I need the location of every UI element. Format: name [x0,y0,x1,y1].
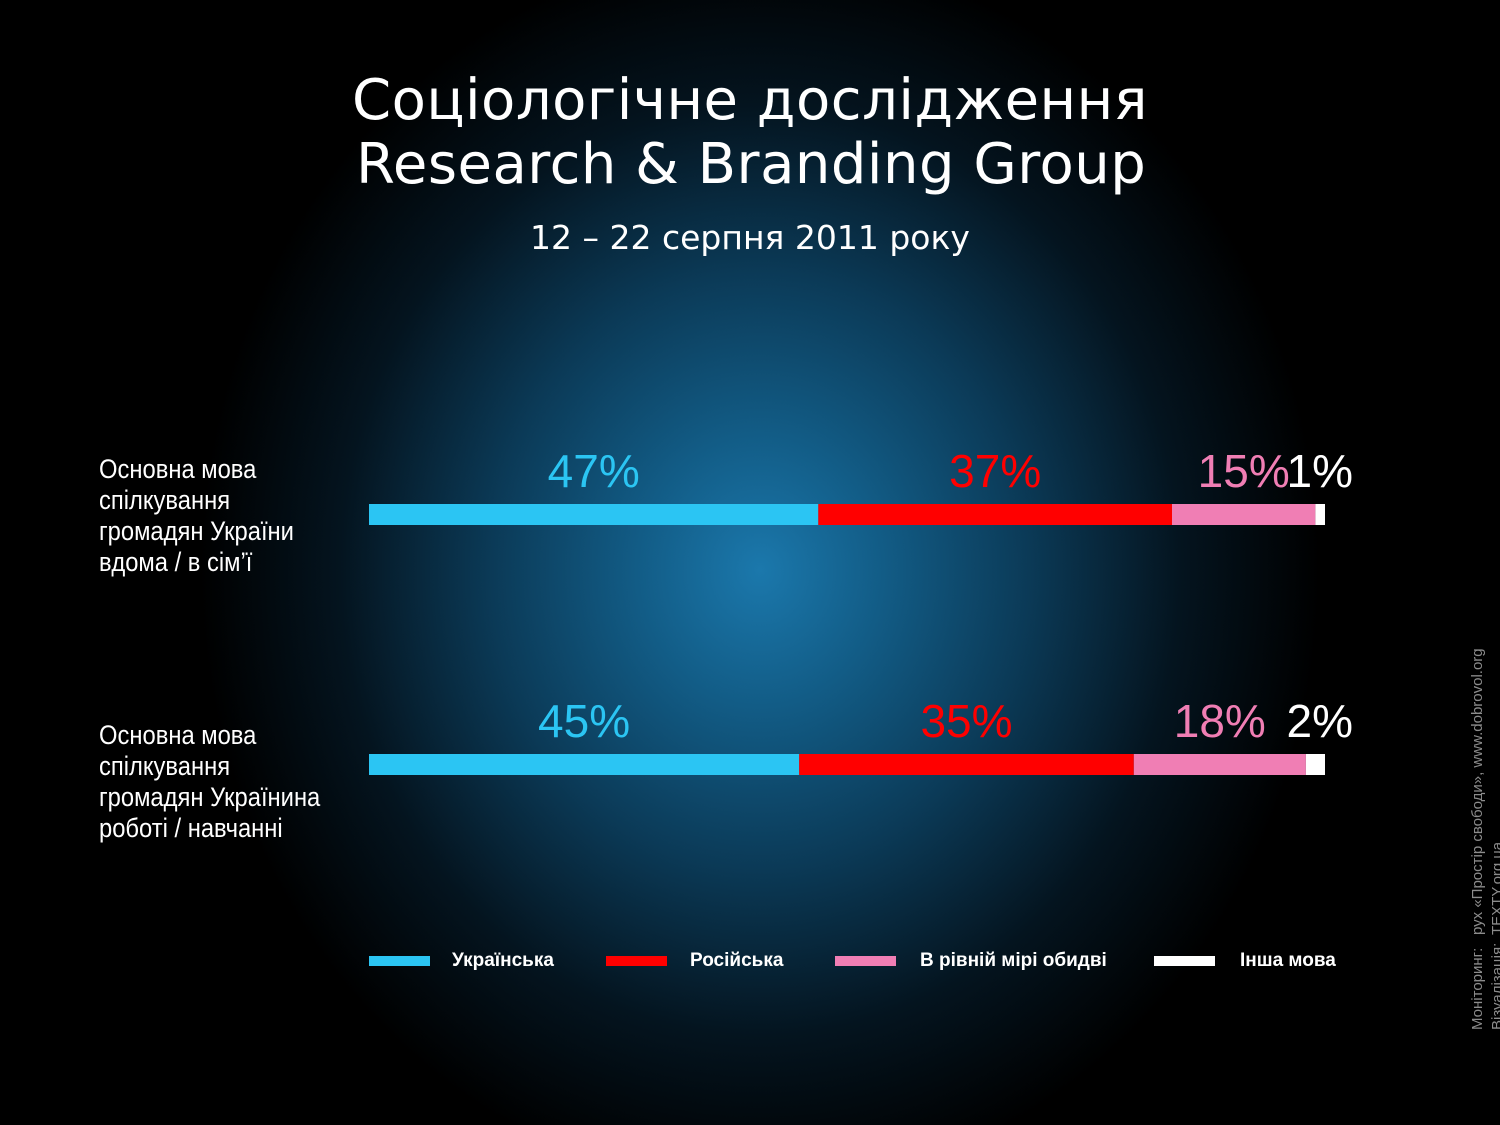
bar-segment-russian-row1 [818,504,1172,525]
bar-segment-both-row1 [1172,504,1316,525]
bar-segment-ukrainian-row1 [369,504,819,525]
legend-swatch-both [835,956,896,966]
chart-title-organization: Research & Branding Group [356,132,1147,197]
visualization-label: Візуалізація: [1489,942,1500,1030]
legend-label-other: Інша мова [1240,950,1336,971]
bar-segment-ukrainian-row2 [369,754,800,775]
visualization-value: TEXTY.org.ua [1489,841,1500,935]
bar-segment-other-row2 [1305,754,1325,775]
monitoring-label: Моніторинг: [1469,947,1486,1030]
chart-title: Соціологічне дослідження [352,68,1148,133]
data-label-both-row2: 18% [1174,695,1266,747]
legend-swatch-russian [606,956,667,966]
data-label-russian-row1: 37% [949,445,1041,497]
category-label-work: Основна мова спілкування громадян Україн… [99,720,321,843]
legend-swatch-ukrainian [369,956,430,966]
data-label-ukrainian-row1: 47% [548,445,640,497]
legend-label-ukrainian: Українська [452,950,554,971]
bar-segment-other-row1 [1315,504,1325,525]
monitoring-value: рух «Простір свободи», www.dobrovol.org [1469,648,1486,935]
data-label-other-row1: 1% [1287,445,1353,497]
bar-segment-russian-row2 [799,754,1134,775]
category-label-home: Основна мова спілкування громадян Україн… [99,454,294,577]
chart-subtitle: 12 – 22 серпня 2011 року [530,218,970,257]
legend-swatch-other [1154,956,1215,966]
legend-label-both: В рівній мірі обидві [920,950,1107,971]
data-label-ukrainian-row2: 45% [538,695,630,747]
data-label-both-row1: 15% [1198,445,1290,497]
credits: Моніторинг: рух «Простір свободи», www.do… [1468,648,1500,1030]
data-label-russian-row2: 35% [920,695,1012,747]
legend-label-russian: Російська [690,950,784,971]
data-label-other-row2: 2% [1287,695,1353,747]
bar-segment-both-row2 [1133,754,1306,775]
